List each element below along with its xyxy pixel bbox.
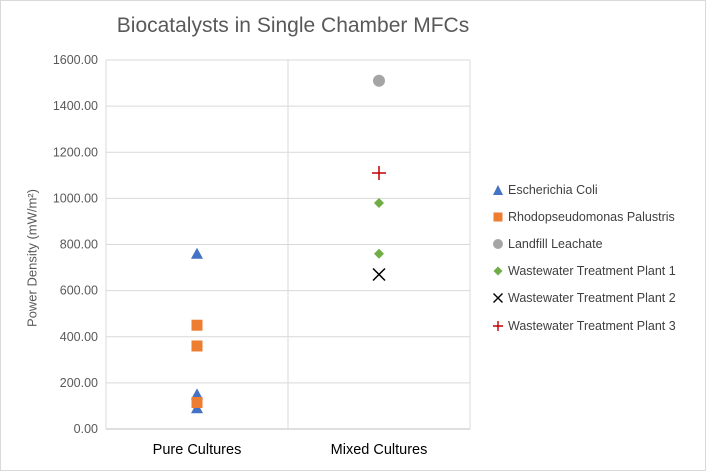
chart-title: Biocatalysts in Single Chamber MFCs: [116, 14, 470, 37]
data-point-square: [191, 396, 203, 408]
data-point-square: [191, 319, 203, 331]
legend-label: Escherichia Coli: [508, 182, 598, 197]
y-tick-label: 1400.00: [53, 99, 98, 113]
legend-label: Rhodopseudomonas Palustris: [508, 209, 675, 224]
x-tick-label: Mixed Cultures: [331, 442, 428, 458]
y-tick-label: 1200.00: [53, 145, 98, 159]
legend-item: Rhodopseudomonas Palustris: [492, 203, 702, 230]
legend-swatch: [493, 320, 503, 331]
legend-circle-icon: [493, 238, 503, 249]
y-tick-label: 200.00: [60, 376, 98, 390]
legend-triangle-icon: [493, 184, 503, 195]
y-tick-label: 1600.00: [53, 53, 98, 67]
legend-label: Wastewater Treatment Plant 1: [508, 264, 676, 279]
legend-swatch: [493, 238, 503, 249]
y-tick-label: 400.00: [60, 330, 98, 344]
legend-item: Escherichia Coli: [492, 176, 702, 203]
data-point-plus: [372, 166, 386, 181]
legend-label: Wastewater Treatment Plant 3: [508, 318, 676, 333]
data-point-square: [191, 340, 203, 352]
legend-diamond-icon: [493, 266, 503, 276]
legend-swatch: [493, 184, 503, 195]
legend-x-icon: [493, 293, 503, 304]
data-point-circle: [373, 74, 385, 87]
data-point-triangle: [191, 388, 203, 400]
legend-swatch: [493, 212, 503, 222]
y-tick-label: 800.00: [60, 238, 98, 252]
legend-plus-icon: [493, 320, 503, 331]
legend-square-icon: [493, 212, 503, 222]
y-tick-label: 0.00: [74, 422, 98, 436]
data-point-diamond: [374, 248, 384, 259]
legend-item: Wastewater Treatment Plant 1: [492, 258, 702, 285]
legend-item: Wastewater Treatment Plant 3: [492, 312, 702, 339]
x-tick-label: Pure Cultures: [153, 442, 242, 458]
legend-swatch: [493, 293, 503, 304]
data-point-diamond: [374, 197, 384, 208]
legend-item: Wastewater Treatment Plant 2: [492, 285, 702, 312]
y-tick-label: 600.00: [60, 284, 98, 298]
legend-label: Wastewater Treatment Plant 2: [508, 291, 676, 306]
legend-label: Landfill Leachate: [508, 236, 603, 251]
y-tick-label: 1000.00: [53, 191, 98, 205]
legend-item: Landfill Leachate: [492, 230, 702, 257]
data-point-triangle: [191, 247, 203, 259]
legend: Escherichia Coli Rhodopseudomonas Palust…: [492, 176, 702, 339]
legend-swatch: [493, 266, 503, 276]
data-point-x: [372, 267, 386, 282]
